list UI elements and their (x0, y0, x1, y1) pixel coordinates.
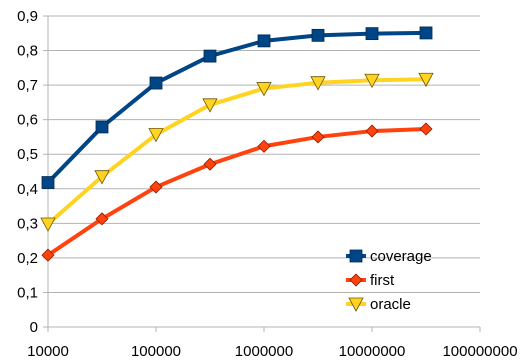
legend-item-coverage: coverage (346, 248, 432, 265)
x-tick-labels: 10000 100000 1000000 10000000 100000000 (27, 343, 517, 360)
coverage-point (257, 34, 271, 48)
coverage-point (41, 176, 55, 189)
first-point (41, 248, 55, 262)
first-point (311, 130, 325, 144)
legend-item-first: first (346, 272, 395, 289)
legend-label: coverage (370, 248, 432, 265)
oracle-point (40, 217, 56, 232)
oracle-point (94, 170, 110, 185)
first-point (257, 139, 271, 153)
y-tick-label: 0,2 (17, 250, 38, 267)
legend-label: first (370, 272, 395, 289)
x-tick-label: 1000000 (235, 343, 293, 360)
first-point (419, 122, 433, 136)
series-oracle (40, 72, 434, 232)
first-point (149, 180, 163, 194)
y-tick-label: 0 (30, 319, 38, 336)
oracle-point (364, 73, 380, 89)
first-point (95, 212, 109, 226)
x-tick-label: 100000000 (442, 343, 517, 360)
oracle-point (310, 76, 326, 91)
legend-marker (349, 273, 363, 287)
legend-marker (348, 297, 364, 312)
y-tick-label: 0,3 (17, 215, 38, 232)
coverage-point (419, 26, 433, 40)
x-tick-label: 10000000 (339, 343, 406, 360)
oracle-point (202, 98, 218, 113)
y-tick-label: 0,1 (17, 284, 38, 301)
coverage-point (365, 27, 379, 41)
coverage-line (46, 30, 427, 184)
oracle-line (46, 77, 427, 226)
series-first (41, 122, 433, 262)
y-tick-label: 0,7 (17, 77, 38, 94)
oracle-point (256, 82, 272, 97)
x-tick-label: 10000 (27, 343, 69, 360)
y-tick-label: 0,5 (17, 146, 38, 163)
oracle-point (148, 128, 164, 143)
gridlines (48, 15, 480, 293)
coverage-point (149, 76, 163, 90)
y-tick-label: 0,6 (17, 112, 38, 129)
first-point (365, 124, 379, 138)
legend-label: oracle (370, 296, 411, 313)
coverage-point (311, 28, 325, 42)
legend-item-oracle: oracle (346, 296, 411, 313)
first-point (203, 157, 217, 171)
x-tick-label: 100000 (131, 343, 181, 360)
series (40, 26, 434, 262)
first-line (46, 126, 427, 257)
y-tick-label: 0,8 (17, 43, 38, 60)
legend-marker (349, 249, 363, 263)
legend: coverage first oracle (346, 248, 432, 313)
coverage-point (203, 49, 217, 63)
oracle-point (418, 72, 434, 88)
y-tick-label: 0,4 (17, 181, 38, 198)
coverage-point (95, 120, 109, 134)
y-tick-label: 0,9 (17, 8, 38, 25)
series-coverage (41, 26, 433, 189)
y-tick-labels: 0 0,1 0,2 0,3 0,4 0,5 0,6 0,7 0,8 0,9 (17, 8, 38, 336)
